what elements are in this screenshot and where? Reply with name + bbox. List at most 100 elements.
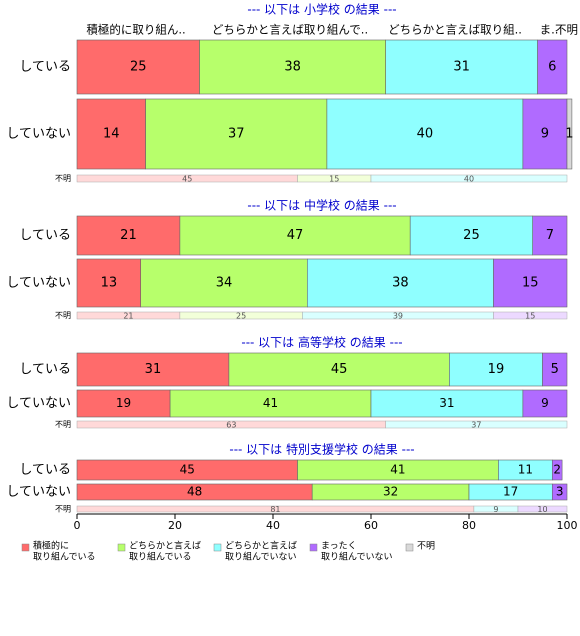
- column-header: 積極的に取り組ん..: [86, 23, 185, 37]
- bar-segment: [449, 352, 543, 387]
- bar-segment: [493, 258, 568, 308]
- data-label: 19: [116, 396, 131, 410]
- unknown-row-label: 不明: [55, 311, 71, 320]
- unknown-row-label: 不明: [55, 174, 71, 183]
- unknown-data-label: 10: [537, 505, 547, 514]
- x-tick-label: 0: [74, 519, 81, 532]
- unknown-bar-segment: [370, 174, 568, 183]
- legend-swatch: [213, 543, 222, 552]
- legend-swatch: [21, 543, 30, 552]
- data-label: 45: [180, 463, 195, 477]
- row-label: していない: [6, 485, 71, 500]
- unknown-data-label: 15: [525, 312, 535, 321]
- data-label: 19: [488, 362, 505, 377]
- bar-segment: [76, 258, 142, 308]
- data-label: 15: [522, 276, 539, 291]
- unknown-data-label: 39: [393, 312, 403, 321]
- bar-segment: [537, 39, 568, 95]
- bar-segment: [566, 98, 573, 170]
- legend-swatch: [117, 543, 126, 552]
- legend-label: 取り組んでいる: [129, 551, 192, 563]
- bar-segment: [76, 98, 146, 170]
- bar-segment: [522, 98, 568, 170]
- unknown-row-label: 不明: [55, 420, 71, 429]
- unknown-row-label: 不明: [55, 505, 71, 514]
- bar-segment: [76, 352, 230, 387]
- bar-segment: [542, 352, 568, 387]
- row-label: していない: [6, 396, 71, 411]
- bar-segment: [179, 215, 411, 256]
- bar-segment: [551, 483, 568, 501]
- bar-segment: [199, 39, 386, 95]
- data-label: 41: [390, 463, 405, 477]
- data-label: 38: [284, 60, 301, 75]
- panel-title: --- 以下は 特別支援学校 の結果 ---: [229, 442, 414, 457]
- data-label: 17: [503, 485, 518, 499]
- x-tick-label: 20: [168, 519, 182, 532]
- data-label: 38: [392, 276, 409, 291]
- row-label: している: [19, 463, 71, 478]
- unknown-data-label: 37: [471, 421, 481, 430]
- data-label: 13: [101, 276, 118, 291]
- data-label: 32: [383, 485, 398, 499]
- unknown-bar-segment: [517, 505, 568, 513]
- data-label: 31: [453, 60, 470, 75]
- data-label: 5: [551, 362, 559, 377]
- data-label: 2: [553, 463, 561, 477]
- row-label: していない: [6, 127, 71, 142]
- data-label: 1: [565, 127, 573, 142]
- column-header: どちらかと言えば取り組..: [388, 23, 522, 37]
- data-label: 48: [187, 485, 202, 499]
- bar-segment: [522, 389, 568, 418]
- bar-segment: [532, 215, 568, 256]
- legend-label: どちらかと言えば: [129, 540, 201, 552]
- data-label: 40: [417, 127, 434, 142]
- legend-label: 取り組んでいる: [33, 551, 96, 563]
- data-label: 31: [145, 362, 162, 377]
- legend-swatch: [309, 543, 318, 552]
- data-label: 25: [130, 60, 147, 75]
- panel-title: --- 以下は 小学校 の結果 ---: [247, 2, 396, 17]
- data-label: 14: [103, 127, 120, 142]
- row-label: している: [19, 362, 71, 377]
- column-header: ま..: [540, 23, 559, 37]
- x-tick-label: 40: [266, 519, 280, 532]
- panel-title: --- 以下は 高等学校 の結果 ---: [241, 335, 402, 350]
- unknown-data-label: 25: [236, 312, 246, 321]
- bar-segment: [76, 389, 171, 418]
- data-label: 47: [287, 228, 304, 243]
- legend-label: 取り組んでいない: [321, 551, 393, 563]
- data-label: 9: [541, 396, 549, 410]
- unknown-data-label: 63: [226, 421, 236, 430]
- legend-label: まったく: [321, 541, 357, 552]
- legend-label: 不明: [417, 541, 435, 552]
- legend-swatch: [405, 543, 414, 552]
- row-label: していない: [6, 276, 71, 291]
- data-label: 34: [216, 276, 233, 291]
- data-label: 37: [228, 127, 245, 142]
- bar-segment: [551, 459, 563, 481]
- bar-segment: [409, 215, 534, 256]
- unknown-data-label: 9: [493, 505, 498, 514]
- unknown-data-label: 21: [123, 312, 133, 321]
- unknown-bar-segment: [493, 311, 568, 320]
- unknown-data-label: 40: [464, 175, 474, 184]
- data-label: 11: [518, 463, 533, 477]
- unknown-bar-segment: [385, 420, 568, 429]
- legend-label: どちらかと言えば: [225, 540, 297, 552]
- column-header: どちらかと言えば取り組んで..: [212, 23, 368, 37]
- column-header: 不明: [555, 23, 578, 37]
- data-label: 3: [556, 485, 564, 499]
- data-label: 6: [548, 60, 556, 75]
- bar-segment: [306, 258, 494, 308]
- row-label: している: [19, 60, 71, 75]
- data-label: 7: [546, 228, 554, 243]
- unknown-data-label: 15: [329, 175, 339, 184]
- bar-segment: [370, 389, 524, 418]
- data-label: 31: [439, 396, 454, 410]
- panel-title: --- 以下は 中学校 の結果 ---: [247, 198, 396, 213]
- data-label: 45: [331, 362, 348, 377]
- bar-segment: [76, 215, 181, 256]
- x-tick-label: 80: [462, 519, 476, 532]
